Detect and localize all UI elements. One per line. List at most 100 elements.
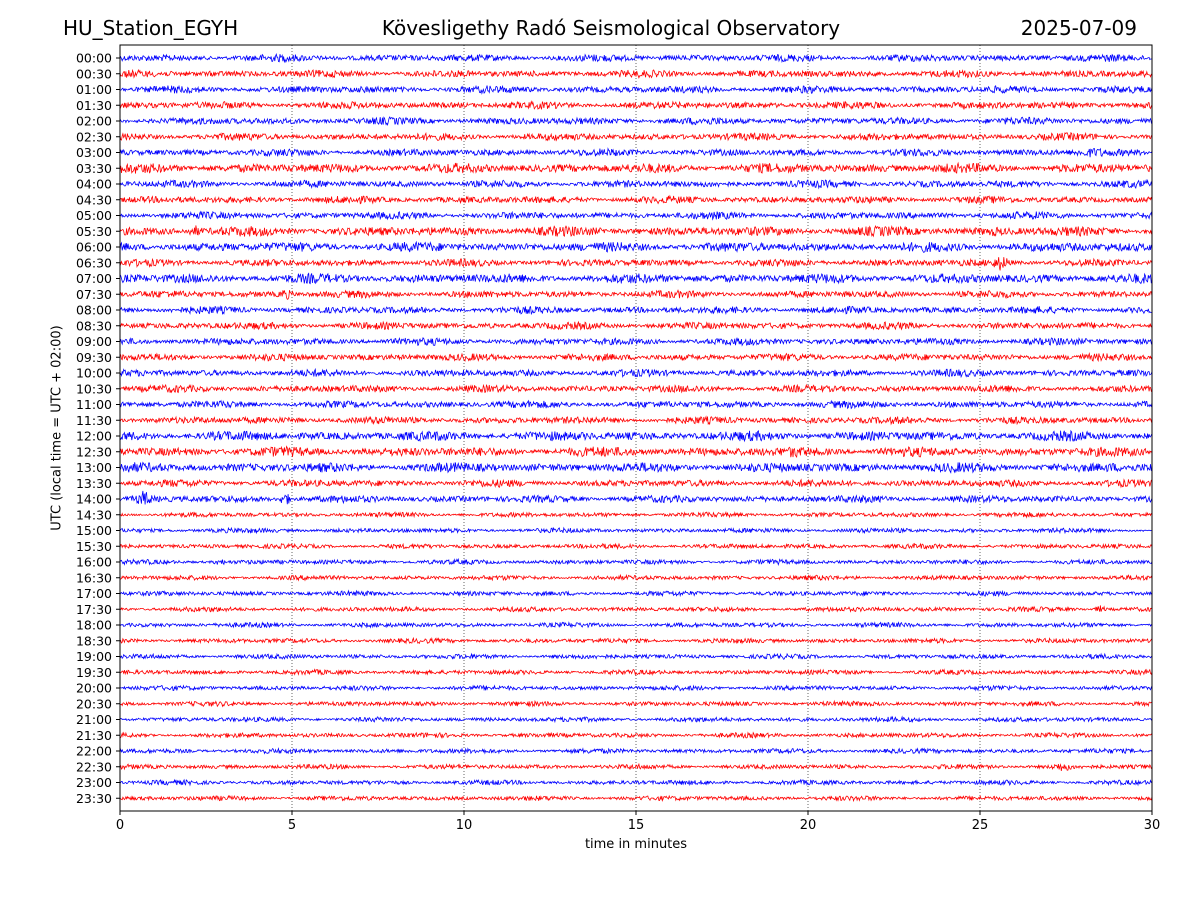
y-tick-label: 11:00 <box>76 397 112 412</box>
y-tick-label: 05:00 <box>76 208 112 223</box>
trace-1230 <box>119 445 1153 459</box>
trace-1430 <box>119 510 1153 519</box>
y-tick-label: 07:00 <box>76 271 112 286</box>
trace-0800 <box>119 305 1153 316</box>
y-tick-label: 01:30 <box>76 98 112 113</box>
x-tick-label: 15 <box>628 818 645 833</box>
y-tick-label: 20:30 <box>76 696 112 711</box>
trace-0530 <box>119 225 1153 238</box>
y-tick-label: 14:30 <box>76 507 112 522</box>
y-tick-label: 23:30 <box>76 791 112 806</box>
trace-1600 <box>119 557 1153 566</box>
y-tick-label: 22:30 <box>76 759 112 774</box>
date-title: 2025-07-09 <box>1020 16 1137 40</box>
trace-2230 <box>119 762 1153 771</box>
trace-0400 <box>119 178 1153 190</box>
trace-2330 <box>119 794 1153 803</box>
trace-1130 <box>119 415 1153 426</box>
y-tick-label: 01:00 <box>76 82 112 97</box>
y-tick-label: 12:00 <box>76 429 112 444</box>
y-tick-label: 07:30 <box>76 287 112 302</box>
trace-1030 <box>119 383 1153 394</box>
y-tick-label: 21:30 <box>76 728 112 743</box>
y-tick-label: 13:00 <box>76 460 112 475</box>
y-tick-label: 21:00 <box>76 712 112 727</box>
trace-1730 <box>119 605 1153 614</box>
y-tick-label: 09:30 <box>76 350 112 365</box>
trace-0100 <box>119 84 1153 95</box>
y-tick-label: 18:30 <box>76 633 112 648</box>
y-tick-label: 19:30 <box>76 665 112 680</box>
y-tick-label: 08:30 <box>76 318 112 333</box>
trace-1500 <box>119 526 1153 535</box>
y-tick-label: 05:30 <box>76 224 112 239</box>
y-tick-label: 03:30 <box>76 161 112 176</box>
trace-0130 <box>119 100 1153 110</box>
trace-1300 <box>119 461 1153 474</box>
y-tick-label: 06:30 <box>76 255 112 270</box>
y-tick-label: 16:30 <box>76 570 112 585</box>
y-tick-label: 11:30 <box>76 413 112 428</box>
x-tick-label: 30 <box>1144 818 1161 833</box>
trace-0430 <box>119 194 1153 205</box>
trace-2030 <box>119 699 1153 708</box>
trace-1800 <box>119 621 1153 629</box>
y-tick-label: 04:00 <box>76 177 112 192</box>
x-tick-label: 5 <box>288 818 296 833</box>
y-tick-label: 17:30 <box>76 602 112 617</box>
y-tick-label: 04:30 <box>76 192 112 207</box>
trace-1530 <box>119 542 1153 551</box>
trace-1400 <box>119 490 1153 505</box>
x-tick-label: 20 <box>800 818 817 833</box>
trace-0730 <box>119 289 1153 300</box>
trace-0900 <box>119 336 1153 347</box>
y-tick-label: 16:00 <box>76 555 112 570</box>
y-tick-label: 14:00 <box>76 492 112 507</box>
trace-0200 <box>119 116 1153 126</box>
y-tick-label: 03:00 <box>76 145 112 160</box>
trace-2200 <box>119 747 1153 755</box>
y-tick-label: 22:00 <box>76 744 112 759</box>
trace-1100 <box>119 399 1153 410</box>
y-tick-label: 18:00 <box>76 618 112 633</box>
y-tick-label: 10:30 <box>76 381 112 396</box>
y-tick-label: 00:30 <box>76 66 112 81</box>
y-tick-label: 19:00 <box>76 649 112 664</box>
trace-0600 <box>119 240 1153 253</box>
trace-0700 <box>119 272 1153 285</box>
y-tick-label: 02:30 <box>76 129 112 144</box>
x-axis-label: time in minutes <box>584 837 688 852</box>
trace-0930 <box>119 352 1153 363</box>
trace-1630 <box>120 573 1153 582</box>
trace-1900 <box>119 652 1153 660</box>
trace-0330 <box>119 161 1153 174</box>
trace-2300 <box>119 778 1153 787</box>
y-tick-label: 17:00 <box>76 586 112 601</box>
trace-1000 <box>119 367 1153 379</box>
trace-2100 <box>119 715 1153 724</box>
y-tick-label: 10:00 <box>76 366 112 381</box>
y-tick-label: 15:00 <box>76 523 112 538</box>
station-title: HU_Station_EGYH <box>63 16 239 40</box>
y-tick-label: 20:00 <box>76 681 112 696</box>
trace-1930 <box>119 668 1153 677</box>
x-tick-label: 25 <box>972 818 989 833</box>
trace-0300 <box>119 147 1153 158</box>
y-tick-label: 02:00 <box>76 114 112 129</box>
trace-0000 <box>119 53 1152 64</box>
y-axis: 00:0000:3001:0001:3002:0002:3003:0003:30… <box>76 51 120 806</box>
trace-2130 <box>119 731 1153 739</box>
trace-1200 <box>119 429 1153 443</box>
trace-1830 <box>119 636 1153 645</box>
observatory-title: Kövesligethy Radó Seismological Observat… <box>381 16 841 40</box>
trace-2000 <box>119 684 1153 692</box>
x-grid <box>291 45 981 811</box>
trace-0030 <box>119 68 1153 79</box>
trace-0630 <box>119 257 1153 271</box>
seismic-traces <box>119 53 1153 803</box>
y-tick-label: 06:00 <box>76 240 112 255</box>
x-axis: 0 5 10 15 20 25 30 <box>116 811 1160 833</box>
x-tick-label: 0 <box>116 818 124 833</box>
trace-0500 <box>119 210 1153 221</box>
